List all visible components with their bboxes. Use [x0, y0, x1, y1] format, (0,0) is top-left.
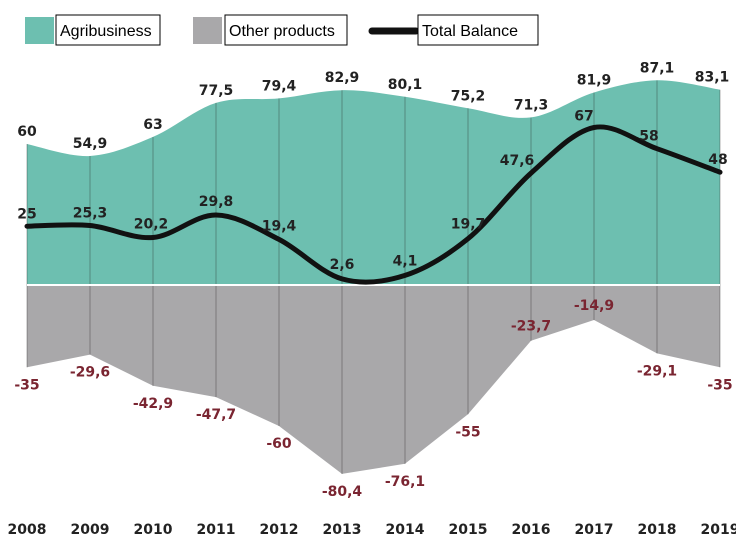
label-total-balance: 2,6 [330, 257, 355, 273]
label-other-products: -29,6 [70, 365, 110, 381]
label-agribusiness: 63 [143, 117, 162, 133]
label-total-balance: 19,7 [451, 217, 486, 233]
x-tick-label: 2017 [575, 522, 614, 538]
label-agribusiness: 75,2 [451, 88, 486, 104]
label-agribusiness: 71,3 [514, 97, 549, 113]
label-other-products: -23,7 [511, 319, 551, 335]
x-tick-label: 2012 [260, 522, 299, 538]
legend: Agribusiness Other products Total Balanc… [25, 14, 539, 46]
label-total-balance: 25,3 [73, 206, 108, 222]
legend-label-agribusiness: Agribusiness [60, 23, 152, 40]
label-agribusiness: 82,9 [325, 70, 360, 86]
legend-box-agribusiness [55, 14, 161, 46]
plot-area: 60 25 -35 2008 54,9 25,3 -29,6 2009 63 20,2 -42,9 2… [8, 60, 736, 538]
area-other-products [27, 285, 720, 474]
label-agribusiness: 87,1 [640, 60, 675, 76]
label-total-balance: 20,2 [134, 217, 169, 233]
label-agribusiness: 79,4 [262, 78, 297, 94]
x-tick-label: 2008 [8, 522, 47, 538]
label-other-products: -47,7 [196, 407, 236, 423]
label-total-balance: 58 [639, 129, 658, 145]
legend-label-total-balance: Total Balance [422, 23, 518, 40]
legend-box-total-balance [417, 14, 539, 46]
x-tick-label: 2013 [323, 522, 362, 538]
legend-box-other-products [224, 14, 348, 46]
label-total-balance: 25 [17, 206, 36, 222]
label-total-balance: 67 [574, 109, 593, 125]
label-agribusiness: 77,5 [199, 83, 234, 99]
label-agribusiness: 81,9 [577, 73, 612, 89]
x-tick-label: 2015 [449, 522, 488, 538]
label-other-products: -35 [14, 377, 39, 393]
label-other-products: -14,9 [574, 298, 614, 314]
x-tick-label: 2010 [134, 522, 173, 538]
label-total-balance: 19,4 [262, 218, 297, 234]
x-tick-label: 2009 [71, 522, 110, 538]
label-other-products: -80,4 [322, 484, 363, 500]
label-agribusiness: 54,9 [73, 136, 108, 152]
label-agribusiness: 60 [17, 124, 37, 140]
legend-label-other-products: Other products [229, 23, 335, 40]
label-other-products: -55 [455, 424, 480, 440]
x-tick-label: 2019 [701, 522, 736, 538]
label-agribusiness: 80,1 [388, 77, 423, 93]
legend-swatch-agribusiness [25, 17, 54, 44]
area-agribusiness [27, 80, 720, 286]
x-tick-label: 2014 [386, 522, 425, 538]
label-other-products: -42,9 [133, 396, 173, 412]
legend-swatch-other-products [193, 17, 222, 44]
label-other-products: -76,1 [385, 474, 425, 490]
label-total-balance: 48 [708, 152, 727, 168]
x-tick-label: 2011 [197, 522, 236, 538]
label-total-balance: 4,1 [393, 253, 418, 269]
x-tick-label: 2018 [638, 522, 677, 538]
label-other-products: -35 [707, 377, 732, 393]
label-total-balance: 29,8 [199, 194, 234, 210]
line-total-balance [24, 124, 723, 285]
label-other-products: -29,1 [637, 363, 677, 379]
label-other-products: -60 [266, 436, 292, 452]
label-total-balance: 47,6 [500, 153, 535, 169]
x-tick-label: 2016 [512, 522, 551, 538]
label-agribusiness: 83,1 [695, 70, 730, 86]
